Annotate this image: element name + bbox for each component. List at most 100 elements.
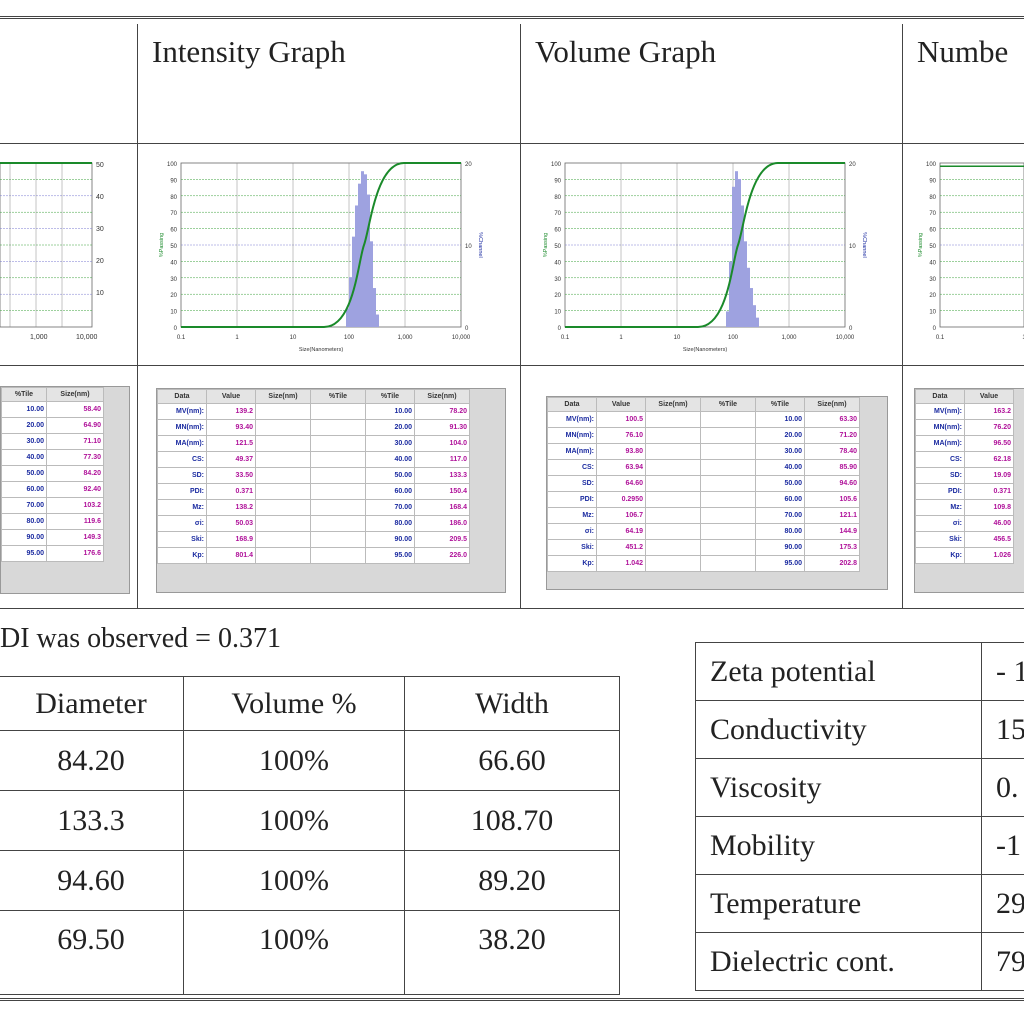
table-row: 60.00 92.40 xyxy=(1,481,104,498)
table-row: Mz: 138.2 70.00 168.4 xyxy=(157,499,470,516)
table-row: SD: 19.09 xyxy=(915,467,1014,484)
empty-cell xyxy=(645,491,701,508)
table-row: Ski: 168.9 90.00 209.5 xyxy=(157,531,470,548)
percentile-cell: 70.00 xyxy=(1,497,47,514)
y-tick-label: 90 xyxy=(554,178,561,184)
col-header: Value xyxy=(596,397,646,412)
stat-label: MV(nm): xyxy=(547,411,597,428)
table-row: PDI: 0.371 60.00 150.4 xyxy=(157,483,470,500)
percentile-cell: 50.00 xyxy=(365,467,415,484)
col-header: %Tile xyxy=(700,397,756,412)
partial-x-tick: 10,000 xyxy=(76,334,98,341)
table-row: SD: 33.50 50.00 133.3 xyxy=(157,467,470,484)
table-row: Temperature 29 xyxy=(695,874,1024,933)
empty-cell xyxy=(645,427,701,444)
table-row: SD: 64.60 50.00 94.60 xyxy=(547,475,860,492)
width-cell: 66.60 xyxy=(404,730,620,791)
cumulative-curve xyxy=(181,162,461,328)
percentile-cell: 30.00 xyxy=(1,433,47,450)
stat-value: 139.2 xyxy=(206,403,256,420)
partial-right-tick: 50 xyxy=(96,162,104,169)
table-row: 94.60 100% 89.20 xyxy=(0,850,620,911)
size-cell: 168.4 xyxy=(414,499,470,516)
table-row: 30.00 71.10 xyxy=(1,433,104,450)
empty-cell xyxy=(645,443,701,460)
stat-label: MV(nm): xyxy=(157,403,207,420)
table-row: 10.00 58.40 xyxy=(1,401,104,418)
empty-cell xyxy=(255,483,311,500)
histogram-bar xyxy=(346,308,349,327)
pdi-observation: DI was observed = 0.371 xyxy=(0,623,281,654)
y-tick-label: 40 xyxy=(170,260,177,266)
col-header: %Tile xyxy=(365,389,415,404)
percentile-cell: 60.00 xyxy=(365,483,415,500)
x-tick-label: 1,000 xyxy=(397,335,413,341)
col-header: Value xyxy=(964,389,1014,404)
diameter-cell: 94.60 xyxy=(0,850,184,911)
histogram-bar xyxy=(364,174,367,327)
col-header: Data xyxy=(915,389,965,404)
size-cell: 105.6 xyxy=(804,491,860,508)
stat-value: 0.371 xyxy=(964,483,1014,500)
percentile-cell: 10.00 xyxy=(1,401,47,418)
stat-value: 93.80 xyxy=(596,443,646,460)
histogram-bar xyxy=(750,288,753,327)
percentile-cell: 40.00 xyxy=(1,449,47,466)
y-tick-label: 100 xyxy=(551,162,562,168)
table-row: 70.00 103.2 xyxy=(1,497,104,514)
table-row: Dielectric cont. 79 xyxy=(695,932,1024,991)
property-label: Viscosity xyxy=(695,758,982,817)
stat-value: 121.5 xyxy=(206,435,256,452)
intensity-stats-grid: Data Value Size(nm) %Tile %Tile Size(nm) MV(nm… xyxy=(157,389,470,564)
empty-cell xyxy=(310,547,366,564)
col-header: Size(nm) xyxy=(804,397,860,412)
partial-right-tick: 20 xyxy=(96,258,104,265)
zeta-properties-table: Zeta potential - 1 Conductivity 15 Visco… xyxy=(695,642,1024,991)
table-row: Mz: 109.8 xyxy=(915,499,1014,516)
table-row: σi: 46.00 xyxy=(915,515,1014,532)
percentile-cell: 90.00 xyxy=(365,531,415,548)
stat-label: Ski: xyxy=(915,531,965,548)
table-row: MN(nm): 76.20 xyxy=(915,419,1014,436)
stat-label: Kp: xyxy=(157,547,207,564)
table-row: Kp: 1.042 95.00 202.8 xyxy=(547,555,860,572)
histogram-bar xyxy=(747,267,750,327)
size-cell: 144.9 xyxy=(804,523,860,540)
histogram-bar xyxy=(373,288,376,327)
table-row: σi: 64.19 80.00 144.9 xyxy=(547,523,860,540)
y-axis-label: %Passing xyxy=(918,233,924,257)
stat-value: 801.4 xyxy=(206,547,256,564)
empty-cell xyxy=(255,499,311,516)
y-tick-label: 30 xyxy=(554,277,561,283)
x-tick-label: 0.1 xyxy=(561,335,570,341)
stat-label: CS: xyxy=(157,451,207,468)
y-tick-label: 30 xyxy=(170,277,177,283)
size-cell: 186.0 xyxy=(414,515,470,532)
diameter-cell: 84.20 xyxy=(0,730,184,791)
stat-label: σi: xyxy=(547,523,597,540)
histogram-bar xyxy=(352,236,355,327)
stat-value: 138.2 xyxy=(206,499,256,516)
y-tick-label: 40 xyxy=(929,260,936,266)
column-divider-3 xyxy=(902,24,903,608)
header-intensity-label: Intensity Graph xyxy=(152,34,346,69)
histogram-bar xyxy=(726,311,729,327)
y-tick-label: 0 xyxy=(933,326,937,332)
stat-value: 109.8 xyxy=(964,499,1014,516)
empty-cell xyxy=(700,507,756,524)
size-cell: 77.30 xyxy=(46,449,104,466)
size-cell: 150.4 xyxy=(414,483,470,500)
property-value: 0. xyxy=(981,758,1024,817)
stat-value: 451.2 xyxy=(596,539,646,556)
empty-cell xyxy=(700,459,756,476)
empty-cell xyxy=(645,523,701,540)
y-tick-label: 10 xyxy=(929,310,936,316)
y-tick-label: 20 xyxy=(929,293,936,299)
row-divider-1 xyxy=(0,143,1024,144)
histogram-bar xyxy=(744,241,747,327)
stat-value: 49.37 xyxy=(206,451,256,468)
empty-cell xyxy=(255,547,311,564)
width-cell: 108.70 xyxy=(404,790,620,851)
x-axis-label: Size(Nanometers) xyxy=(299,347,343,353)
